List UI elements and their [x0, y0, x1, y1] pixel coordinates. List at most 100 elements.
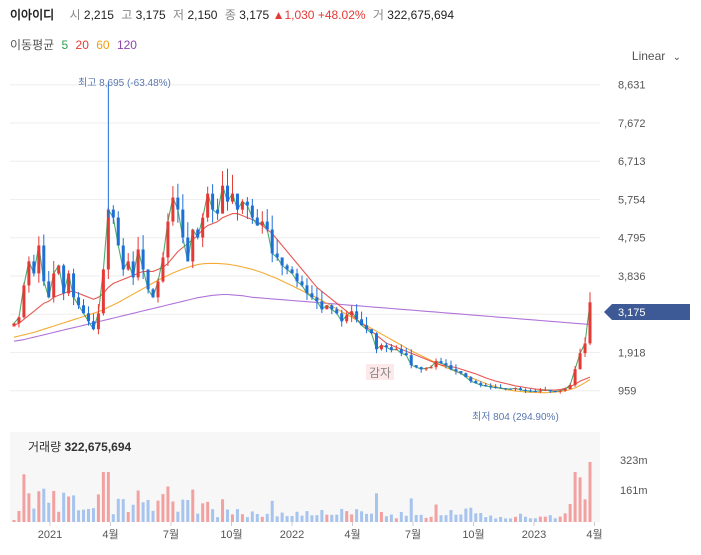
candle: [156, 281, 160, 298]
candle: [325, 305, 329, 310]
price-tick-label: 1,918: [618, 347, 646, 359]
event-marker[interactable]: 감자: [369, 366, 391, 380]
volume-bar: [374, 493, 378, 522]
candle: [389, 347, 393, 350]
ma-120[interactable]: 120: [116, 38, 137, 52]
volume-bar: [499, 516, 503, 522]
volume-bar: [568, 504, 572, 522]
volume-bar: [171, 501, 175, 522]
candle: [27, 261, 31, 286]
volume-bar: [141, 502, 145, 522]
volume-bar: [310, 515, 314, 522]
candle: [464, 373, 468, 378]
volume-bar: [126, 512, 130, 522]
candle: [449, 365, 453, 370]
candle: [374, 333, 378, 350]
candles: [12, 82, 592, 394]
candle: [479, 383, 483, 386]
candle: [583, 343, 587, 354]
volume-bar: [543, 516, 547, 522]
candle: [141, 249, 145, 270]
volume-bar: [32, 508, 36, 522]
candle: [578, 353, 582, 370]
volume-bar: [414, 515, 418, 522]
volume-bar: [255, 513, 259, 522]
candle: [558, 390, 562, 392]
candle: [37, 245, 41, 274]
candle: [186, 237, 190, 262]
volume-bar: [295, 511, 299, 522]
candle: [17, 317, 21, 324]
volume-bar: [558, 516, 562, 522]
volume-bar: [305, 511, 309, 522]
candle: [161, 257, 165, 282]
ma-20[interactable]: 20: [75, 38, 89, 52]
candle: [12, 323, 16, 327]
open-value: 2,215: [83, 8, 114, 22]
candle: [206, 193, 210, 218]
candle: [42, 245, 46, 282]
volume-bar: [588, 462, 592, 522]
x-tick-label: 4월: [102, 528, 118, 541]
volume-bar: [389, 514, 393, 522]
candle: [573, 369, 577, 386]
chevron-down-icon: ⌄: [672, 52, 681, 63]
scale-dropdown[interactable]: Linear ⌄: [632, 49, 681, 63]
ma-60[interactable]: 60: [96, 38, 110, 52]
volume-bar: [221, 499, 225, 522]
volume-bar: [216, 517, 220, 522]
volume-bar: [320, 510, 324, 522]
candle: [86, 313, 90, 322]
candle: [171, 197, 175, 222]
candle: [379, 345, 383, 350]
candle: [384, 345, 388, 348]
candle: [568, 385, 572, 390]
candle: [543, 389, 547, 391]
candle: [176, 197, 180, 210]
volume-bar: [37, 491, 41, 522]
volume-bar: [151, 510, 155, 522]
price-tick-label: 3,836: [618, 271, 646, 283]
volume-bar: [196, 513, 200, 522]
candle: [240, 201, 244, 210]
volume-bar: [82, 509, 86, 522]
x-tick-label: 7월: [163, 528, 179, 541]
volume-bar: [270, 500, 274, 522]
candle: [196, 229, 200, 238]
candle: [67, 273, 71, 294]
ma120-line: [13, 293, 591, 342]
candle: [454, 369, 458, 372]
stock-header: 이아이디 시 2,215 고 3,175 저 2,150 종 3,175 ▲1,…: [10, 6, 454, 23]
candle: [518, 388, 522, 390]
volume-bar: [226, 509, 230, 522]
candle: [106, 209, 110, 270]
candle: [310, 293, 314, 298]
volume-bar: [116, 498, 120, 522]
volume-bar: [419, 514, 423, 522]
volume-bar: [161, 494, 165, 522]
volume-bar: [42, 488, 46, 522]
candle: [166, 221, 170, 258]
candle: [47, 281, 51, 298]
candle: [235, 193, 239, 210]
candle: [409, 355, 413, 366]
volume-bar: [86, 508, 90, 522]
candle: [82, 305, 86, 314]
open-label: 시: [69, 8, 81, 22]
candle: [77, 297, 81, 306]
volume-bar: [365, 513, 369, 522]
volume-bar: [230, 514, 234, 522]
ma-label: 이동평균: [10, 38, 55, 52]
volume-axis: 323m 161m: [620, 455, 648, 497]
volume-bar: [245, 517, 249, 522]
volume-panel-value: 322,675,694: [64, 440, 132, 454]
ma-5[interactable]: 5: [61, 38, 69, 52]
volume-bar: [57, 511, 61, 522]
candle: [52, 273, 56, 298]
volume-label: 거: [372, 8, 384, 22]
volume-bar: [300, 515, 304, 522]
volume-bar: [315, 515, 319, 522]
volume-panel-title: 거래량 322,675,694: [28, 438, 131, 455]
volume-tick-label: 323m: [620, 455, 648, 467]
